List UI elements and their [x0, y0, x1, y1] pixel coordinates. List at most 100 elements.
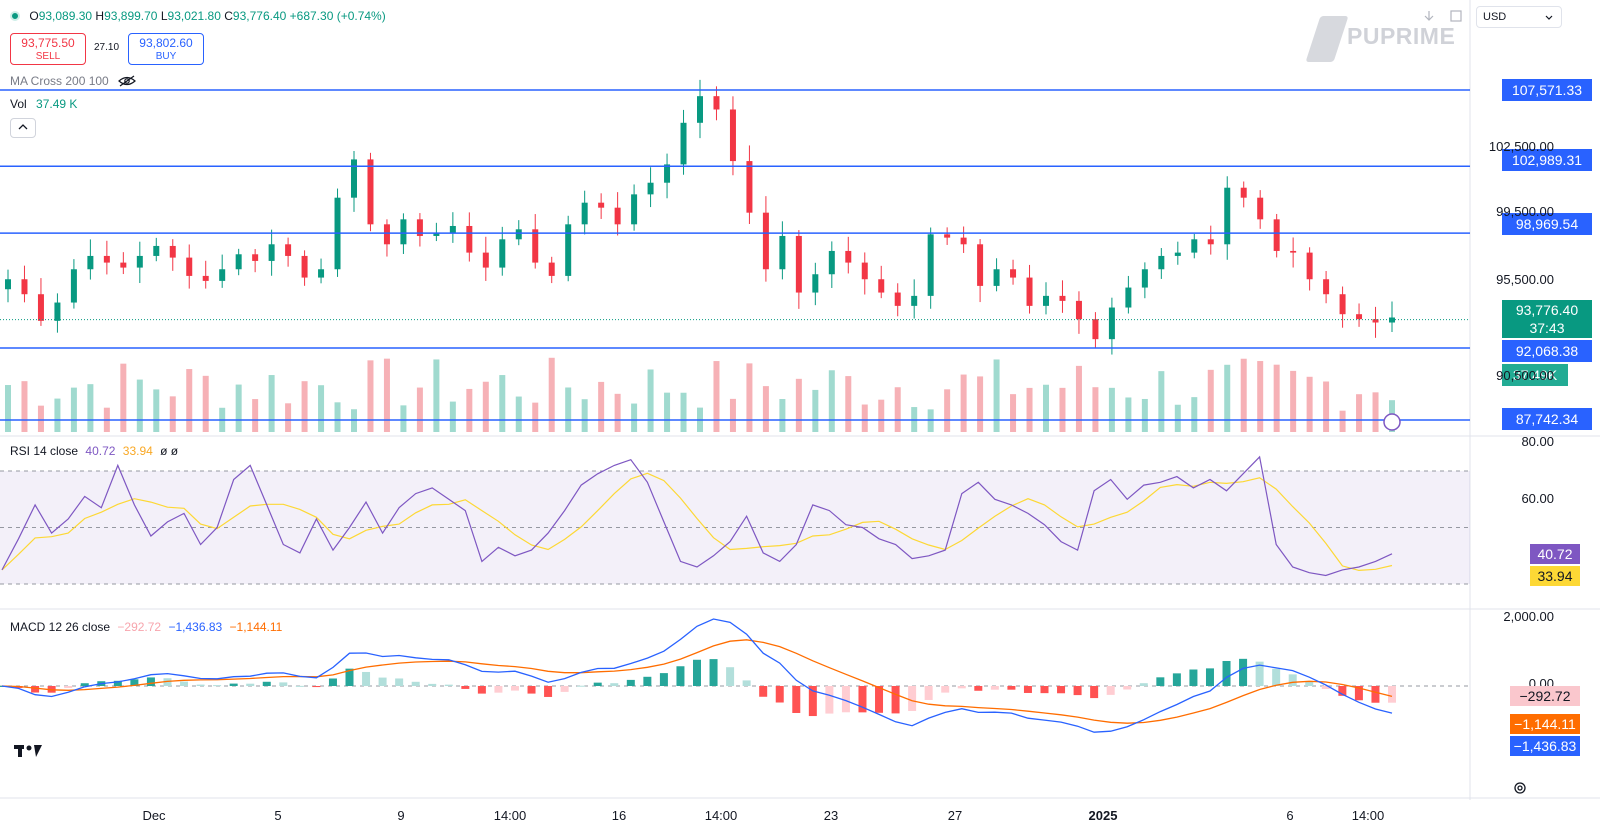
macd-histogram-bar — [229, 683, 238, 686]
volume-bar — [433, 359, 440, 432]
macd-histogram-bar — [1371, 686, 1380, 703]
chevron-down-icon — [1545, 15, 1553, 20]
volume-bar — [1240, 358, 1247, 432]
buy-label: BUY — [155, 51, 177, 62]
sell-button[interactable]: 93,775.50 SELL — [10, 33, 86, 65]
candle-body — [433, 232, 440, 236]
volume-bar — [1108, 387, 1115, 432]
candle-body — [845, 250, 852, 263]
volume-bar — [169, 396, 176, 432]
volume-bar — [1125, 397, 1132, 432]
ma-indicator-legend[interactable]: MA Cross 200 100 — [10, 74, 136, 88]
macd-histogram-bar — [113, 680, 122, 686]
volume-legend[interactable]: Vol 37.49 K — [10, 97, 77, 111]
current-price-tag: 93,776.40 37:43 — [1502, 300, 1592, 338]
candle-body — [318, 269, 325, 278]
fullscreen-icon[interactable] — [1449, 9, 1463, 28]
candle-body — [37, 294, 44, 321]
level-tag-5: 87,742.34 — [1502, 408, 1592, 430]
volume-bar — [1224, 364, 1231, 432]
volume-bar — [565, 387, 572, 432]
currency-select[interactable]: USD — [1476, 6, 1562, 28]
macd-histogram-bar — [1354, 686, 1363, 701]
candle-body — [285, 244, 292, 256]
candle-body — [252, 254, 259, 261]
candle-body — [1290, 250, 1297, 253]
candle-body — [1224, 187, 1231, 245]
volume-bar — [70, 387, 77, 432]
candle-body — [894, 292, 901, 306]
volume-bar — [449, 401, 456, 432]
ma-label: MA Cross 200 100 — [10, 74, 109, 88]
macd-histogram-bar — [246, 683, 255, 686]
current-price-value: 93,776.40 — [1515, 302, 1579, 318]
macd-legend[interactable]: MACD 12 26 close −292.72 −1,436.83 −1,14… — [10, 620, 282, 634]
macd-histogram-bar — [1123, 686, 1132, 690]
volume-bar — [136, 379, 143, 432]
candle-body — [1059, 295, 1066, 301]
eye-off-icon[interactable] — [118, 75, 136, 87]
volume-bar — [1026, 387, 1033, 432]
candle-body — [812, 274, 819, 293]
macd-hist-value: −292.72 — [117, 620, 162, 634]
price-axis-label: 90,500.00 — [1496, 368, 1554, 383]
collapse-legend-button[interactable] — [10, 118, 36, 138]
macd-histogram-bar — [411, 681, 420, 686]
macd-histogram-bar — [560, 686, 569, 692]
time-label: 16 — [611, 808, 627, 823]
macd-histogram-bar — [742, 680, 751, 686]
volume-bar — [400, 405, 407, 432]
bar-countdown: 37:43 — [1529, 320, 1565, 336]
volume-bar — [334, 402, 341, 432]
buy-price: 93,802.60 — [139, 36, 193, 50]
volume-bar — [713, 361, 720, 432]
high-value: 93,899.70 — [104, 9, 158, 23]
rsi-legend[interactable]: RSI 14 close 40.72 33.94 ø ø — [10, 444, 178, 458]
candle-body — [120, 262, 127, 268]
candle-body — [1174, 252, 1181, 256]
volume-tag: 37.49K — [1502, 364, 1568, 386]
candle-body — [746, 161, 753, 213]
candle-body — [1141, 269, 1148, 288]
candle-body — [301, 255, 308, 278]
volume-bar — [1323, 381, 1330, 432]
macd-histogram-bar — [709, 659, 718, 686]
macd-histogram-bar — [477, 686, 486, 694]
macd-histogram-bar — [130, 679, 139, 686]
macd-histogram-bar — [1073, 686, 1082, 696]
macd-histogram-bar — [31, 686, 40, 693]
volume-bar — [779, 399, 786, 432]
price-axis-label: 95,500.00 — [1496, 272, 1554, 287]
volume-bar — [746, 363, 753, 432]
volume-bar — [581, 399, 588, 432]
candle-body — [400, 219, 407, 245]
macd-histogram-bar — [1288, 674, 1297, 686]
download-icon[interactable] — [1422, 9, 1436, 28]
candle-body — [828, 250, 835, 275]
level-tag-3: 98,969.54 — [1502, 213, 1592, 235]
volume-bar — [1207, 369, 1214, 432]
candle-body — [383, 224, 390, 245]
candle-body — [1125, 287, 1132, 308]
macd-histogram-bar — [593, 682, 602, 686]
volume-bar — [268, 375, 275, 432]
candle-body — [1191, 239, 1198, 253]
volume-bar — [499, 375, 506, 432]
volume-bar — [202, 375, 209, 432]
volume-bar — [416, 387, 423, 432]
buy-button[interactable]: 93,802.60 BUY — [128, 33, 204, 65]
candle-body — [944, 234, 951, 238]
candle-body — [598, 202, 605, 208]
candle-body — [5, 279, 11, 290]
settings-icon[interactable] — [1512, 780, 1528, 801]
candle-body — [960, 237, 967, 245]
candle-body — [186, 257, 193, 276]
sell-price: 93,775.50 — [21, 36, 75, 50]
volume-bar — [664, 392, 671, 432]
macd-histogram-bar — [163, 678, 172, 686]
candle-body — [169, 245, 176, 258]
rsi-value: 40.72 — [85, 444, 116, 458]
volume-bar — [466, 388, 473, 432]
volume-bar — [1174, 404, 1181, 432]
